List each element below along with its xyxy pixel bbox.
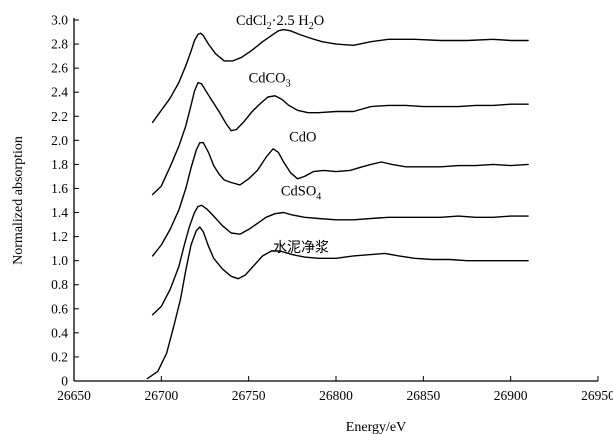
y-tick-label: 2.2 [51,109,68,124]
series-lines [146,28,529,380]
x-tick-label: 26700 [144,388,178,403]
y-tick-label: 2.4 [51,85,68,100]
y-tick-label: 0.4 [51,325,68,340]
x-tick-label: 26950 [581,388,613,403]
x-tick-label: 26900 [494,388,528,403]
x-tick-label: 26750 [232,388,266,403]
y-tick-label: 1.6 [51,181,68,196]
series-label-cdco3: CdCO3 [249,71,291,90]
y-tick-label: 1.2 [51,229,68,244]
x-tick-label: 26850 [406,388,440,403]
y-tick-label: 3.0 [51,13,68,28]
series-line-cdco3 [151,81,529,196]
y-tick-label: 1.4 [51,205,68,220]
series-line-cdo [151,142,529,257]
y-tick-label: 1.0 [51,253,68,268]
y-axis-ticks: 0 0.2 0.4 0.6 0.8 1.0 1.2 1.4 1.6 1.8 2.0 2.2 2.4 2.6… [51,13,79,389]
series-label-cement-paste: 水泥净浆 [273,240,329,256]
series-line-cdcl2-2-5h2o [151,28,529,123]
series-label-cdo: CdO [289,130,316,146]
series-labels: CdCl2·2.5 H2O CdCO3 CdO CdSO4 水泥净浆 [236,13,329,256]
series-line-cdso4 [151,204,529,316]
series-label-cdso4: CdSO4 [281,184,321,203]
y-tick-label: 0.8 [51,277,68,292]
y-tick-label: 2.0 [51,133,68,148]
x-axis-label: Energy/eV [346,420,406,434]
x-axis-ticks: 26650 26700 26750 26800 26850 26900 26950 [57,376,613,403]
y-tick-label: 0 [61,374,68,389]
series-label-cdcl2-2-5h2o: CdCl2·2.5 H2O [236,13,324,32]
y-tick-label: 1.8 [51,157,68,172]
y-tick-label: 0.6 [51,301,68,316]
series-line-cement-paste [146,226,529,380]
y-tick-label: 0.2 [51,349,68,364]
y-tick-label: 2.6 [51,61,68,76]
y-tick-label: 2.8 [51,37,68,52]
x-tick-label: 26650 [57,388,91,403]
x-tick-label: 26800 [319,388,353,403]
y-axis-label: Normalized absorption [11,136,26,265]
